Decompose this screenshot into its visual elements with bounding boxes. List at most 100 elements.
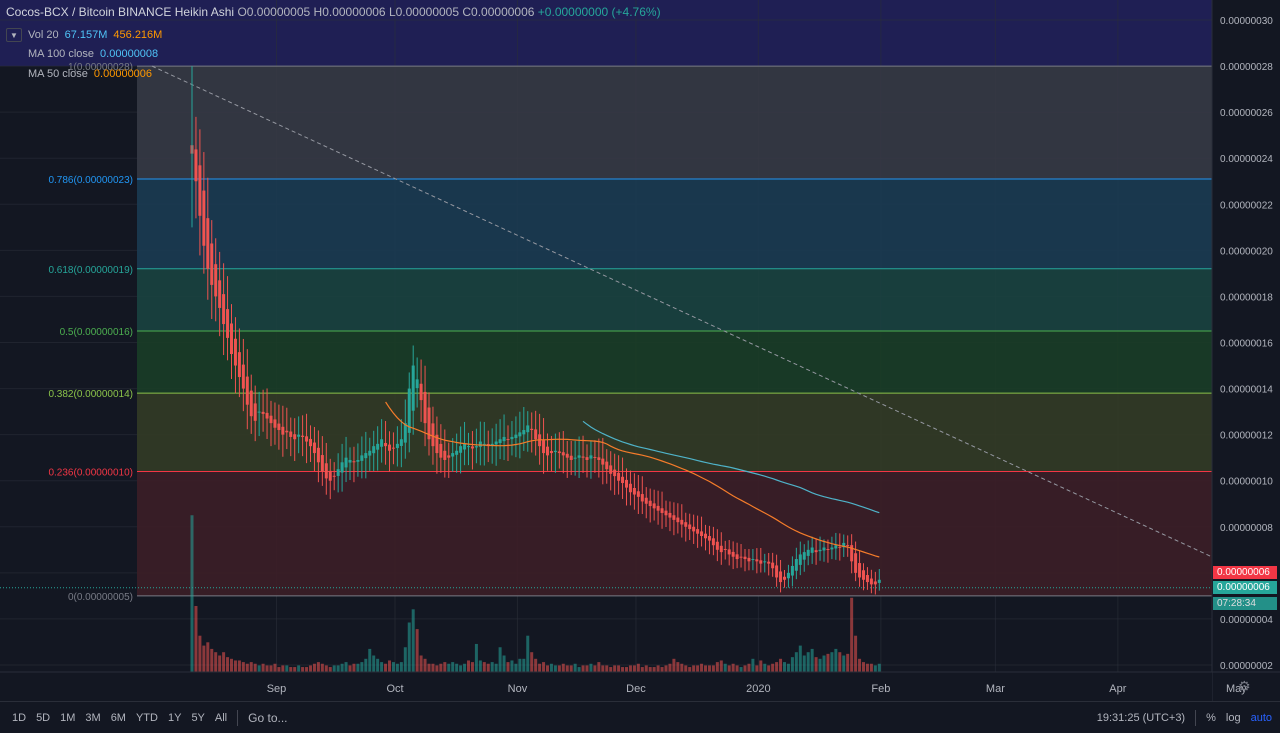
symbol-name[interactable]: Cocos-BCX / Bitcoin bbox=[6, 5, 115, 19]
log-scale-toggle[interactable]: log bbox=[1225, 711, 1241, 724]
volume-bar bbox=[798, 645, 802, 672]
month-tick-label: May bbox=[1226, 683, 1247, 695]
candle-body bbox=[451, 453, 455, 457]
candle-body bbox=[822, 547, 826, 551]
range-all-button[interactable]: All bbox=[214, 711, 228, 724]
volume-bar bbox=[771, 663, 775, 672]
volume-bar bbox=[747, 663, 751, 672]
candle-body bbox=[340, 462, 344, 473]
range-1m-button[interactable]: 1M bbox=[60, 711, 76, 724]
month-tick-label: Oct bbox=[386, 683, 403, 695]
trendline bbox=[151, 65, 1280, 589]
open-value: O0.00000005 bbox=[237, 5, 311, 19]
volume-bar bbox=[826, 653, 830, 672]
ma100-name: MA 100 close bbox=[28, 48, 95, 60]
candle-body bbox=[226, 309, 230, 338]
range-5y-button[interactable]: 5Y bbox=[191, 711, 205, 724]
price-tick-label: 0.00000010 bbox=[1220, 477, 1273, 488]
fib-zone bbox=[137, 393, 1212, 472]
range-6m-button[interactable]: 6M bbox=[110, 711, 126, 724]
candle-body bbox=[214, 264, 218, 297]
candle-body bbox=[565, 453, 569, 458]
volume-bar bbox=[439, 663, 443, 672]
candle-body bbox=[842, 542, 846, 548]
candle-body bbox=[664, 510, 668, 516]
volume-bar bbox=[305, 667, 309, 672]
volume-bar bbox=[660, 667, 664, 672]
range-5d-button[interactable]: 5D bbox=[36, 711, 51, 724]
volume-bar bbox=[715, 662, 719, 672]
volume-bar bbox=[348, 665, 352, 672]
volume-bar bbox=[565, 665, 569, 672]
percent-scale-toggle[interactable]: % bbox=[1206, 711, 1216, 724]
range-3m-button[interactable]: 3M bbox=[85, 711, 101, 724]
candle-body bbox=[510, 436, 514, 440]
volume-bar bbox=[245, 663, 249, 672]
candle-body bbox=[352, 461, 356, 463]
volume-bar bbox=[790, 657, 794, 672]
volume-bar bbox=[281, 665, 285, 672]
candle-body bbox=[810, 547, 814, 553]
candle-body bbox=[293, 434, 297, 440]
vol-value-1: 67.157M bbox=[64, 29, 108, 41]
fib-zone bbox=[137, 66, 1212, 179]
candle-body bbox=[332, 475, 336, 477]
volume-bar bbox=[680, 663, 684, 672]
fib-zone bbox=[137, 471, 1212, 596]
candle-body bbox=[573, 457, 577, 459]
volume-bar bbox=[865, 663, 869, 672]
candle-body bbox=[289, 431, 293, 437]
volume-bar bbox=[684, 665, 688, 672]
volume-bar bbox=[589, 663, 593, 672]
candle-body bbox=[241, 364, 245, 389]
ma100-legend[interactable]: MA 100 close 0.00000008 bbox=[28, 48, 158, 60]
volume-bar bbox=[573, 663, 577, 672]
candle-body bbox=[846, 545, 850, 547]
candle-body bbox=[636, 491, 640, 497]
close-value: C0.00000006 bbox=[462, 5, 535, 19]
candle-body bbox=[482, 443, 486, 445]
volume-bar bbox=[814, 657, 818, 672]
symbol-legend[interactable]: Cocos-BCX / Bitcoin BINANCE Heikin Ashi … bbox=[6, 5, 661, 19]
ma50-legend[interactable]: MA 50 close 0.00000006 bbox=[28, 68, 152, 80]
candle-body bbox=[202, 190, 206, 246]
volume-bar bbox=[368, 648, 372, 672]
range-1y-button[interactable]: 1Y bbox=[167, 711, 182, 724]
toolbar-divider bbox=[237, 709, 239, 726]
volume-bar bbox=[763, 663, 767, 672]
candle-body bbox=[447, 455, 451, 458]
price-tick-label: 0.00000028 bbox=[1220, 62, 1273, 73]
auto-scale-toggle[interactable]: auto bbox=[1250, 711, 1272, 724]
volume-bar bbox=[700, 663, 704, 672]
volume-bar bbox=[289, 667, 293, 672]
range-ytd-button[interactable]: YTD bbox=[135, 711, 158, 724]
candle-body bbox=[854, 553, 858, 573]
volume-bar bbox=[739, 667, 743, 672]
range-1d-button[interactable]: 1D bbox=[12, 711, 27, 724]
candle-body bbox=[767, 561, 771, 564]
volume-bar bbox=[451, 662, 455, 672]
settings-gear-icon[interactable]: ⚙ bbox=[1238, 678, 1251, 694]
candle-body bbox=[798, 554, 802, 565]
price-tick-label: 0.00000014 bbox=[1220, 385, 1273, 396]
volume-bar bbox=[632, 665, 636, 672]
goto-button[interactable]: Go to... bbox=[248, 710, 288, 725]
candle-body bbox=[257, 411, 261, 413]
volume-bar bbox=[384, 663, 388, 672]
volume-bar bbox=[822, 655, 826, 672]
volume-bar bbox=[316, 662, 320, 672]
candle-body bbox=[731, 551, 735, 557]
volume-bar bbox=[372, 655, 376, 672]
collapse-legend-button[interactable]: ▼ bbox=[6, 28, 22, 42]
fib-level-label: 0.382(0.00000014) bbox=[48, 389, 133, 400]
volume-legend[interactable]: ▼ Vol 20 67.157M 456.216M bbox=[6, 28, 162, 42]
clock-timezone[interactable]: 19:31:25 (UTC+3) bbox=[1096, 711, 1186, 724]
candle-body bbox=[399, 439, 403, 446]
candle-body bbox=[431, 423, 435, 447]
volume-bar bbox=[557, 665, 561, 672]
volume-bar bbox=[486, 663, 490, 672]
volume-bar bbox=[467, 660, 470, 672]
candle-body bbox=[534, 429, 538, 440]
volume-bar bbox=[818, 658, 822, 672]
